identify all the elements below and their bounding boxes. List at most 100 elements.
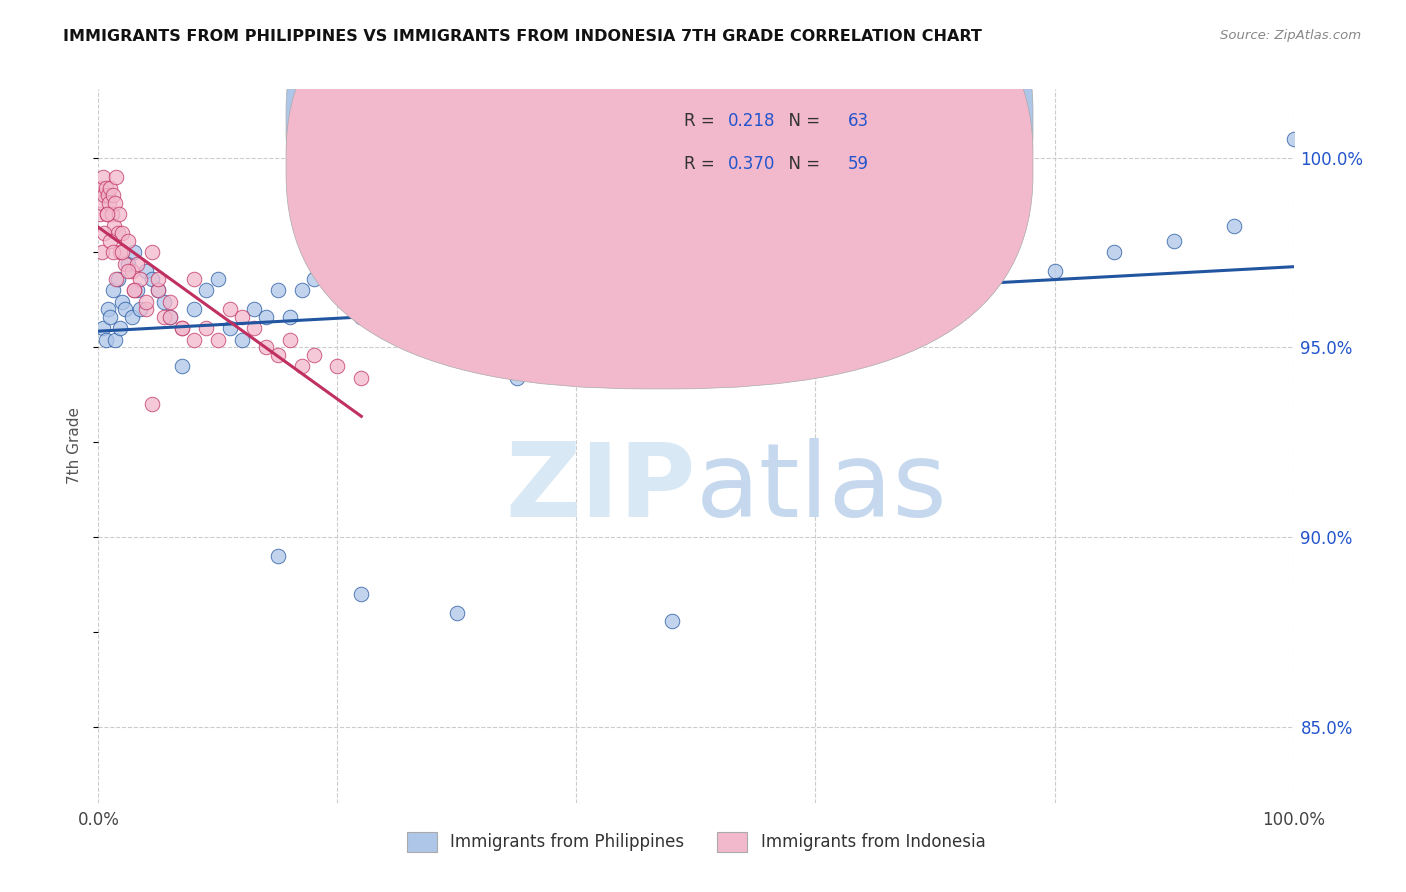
Point	[111, 227, 134, 241]
Point	[159, 310, 181, 324]
Point	[91, 169, 114, 184]
Point	[121, 310, 143, 324]
Point	[207, 333, 229, 347]
Point	[141, 397, 163, 411]
Point	[125, 284, 148, 298]
Point	[104, 196, 127, 211]
Point	[243, 302, 266, 317]
FancyBboxPatch shape	[627, 89, 962, 196]
Point	[267, 348, 290, 362]
Point	[108, 245, 131, 260]
Point	[94, 333, 117, 347]
Point	[1282, 131, 1305, 145]
Point	[661, 614, 683, 628]
Point	[1043, 264, 1066, 278]
Point	[101, 245, 124, 260]
Text: IMMIGRANTS FROM PHILIPPINES VS IMMIGRANTS FROM INDONESIA 7TH GRADE CORRELATION C: IMMIGRANTS FROM PHILIPPINES VS IMMIGRANT…	[63, 29, 983, 44]
Y-axis label: 7th Grade: 7th Grade	[67, 408, 83, 484]
Point	[984, 245, 1007, 260]
Point	[105, 169, 128, 184]
Point	[565, 310, 588, 324]
Point	[124, 245, 146, 260]
Point	[100, 207, 122, 221]
Point	[661, 310, 683, 324]
Point	[107, 272, 129, 286]
Point	[506, 370, 529, 384]
Point	[326, 359, 349, 374]
Point	[114, 302, 136, 317]
Point	[254, 340, 277, 354]
Point	[589, 272, 612, 286]
Point	[482, 284, 505, 298]
Point	[231, 310, 253, 324]
Point	[267, 549, 290, 563]
Point	[613, 321, 636, 335]
Point	[804, 264, 827, 278]
Text: R =: R =	[685, 155, 720, 173]
Point	[104, 333, 127, 347]
Point	[135, 264, 157, 278]
Point	[98, 234, 122, 248]
Point	[97, 188, 120, 202]
Point	[141, 245, 163, 260]
Point	[326, 264, 349, 278]
Point	[243, 321, 266, 335]
Point	[350, 310, 373, 324]
Text: 0.218: 0.218	[728, 112, 776, 130]
Point	[1223, 219, 1246, 233]
Point	[91, 196, 114, 211]
Point	[637, 284, 659, 298]
Point	[98, 181, 122, 195]
Point	[141, 272, 163, 286]
Point	[111, 245, 134, 260]
Point	[1163, 234, 1185, 248]
Point	[148, 284, 170, 298]
Point	[159, 294, 181, 309]
Point	[302, 348, 325, 362]
Text: 0.370: 0.370	[728, 155, 776, 173]
Point	[93, 188, 115, 202]
Text: N =: N =	[779, 112, 825, 130]
Point	[124, 284, 146, 298]
Point	[98, 196, 121, 211]
Point	[195, 284, 218, 298]
Point	[117, 234, 139, 248]
Point	[172, 359, 194, 374]
Point	[108, 321, 131, 335]
Text: 59: 59	[848, 155, 869, 173]
Point	[135, 294, 157, 309]
FancyBboxPatch shape	[285, 0, 1033, 346]
Point	[129, 272, 152, 286]
FancyBboxPatch shape	[285, 0, 1033, 389]
Point	[117, 264, 139, 278]
Point	[865, 257, 887, 271]
Point	[1104, 245, 1126, 260]
Point	[90, 181, 112, 195]
Point	[117, 257, 139, 271]
Point	[89, 207, 111, 221]
Point	[183, 302, 205, 317]
Point	[446, 606, 468, 620]
Text: R =: R =	[685, 112, 720, 130]
Point	[254, 310, 277, 324]
Point	[148, 272, 170, 286]
Point	[530, 340, 553, 354]
Point	[231, 333, 253, 347]
Point	[91, 245, 114, 260]
Point	[124, 284, 146, 298]
Point	[195, 321, 218, 335]
Point	[101, 284, 124, 298]
Legend: Immigrants from Philippines, Immigrants from Indonesia: Immigrants from Philippines, Immigrants …	[399, 825, 993, 859]
Point	[114, 257, 136, 271]
Point	[97, 302, 120, 317]
Point	[153, 310, 176, 324]
Point	[121, 264, 143, 278]
Text: 63: 63	[848, 112, 869, 130]
Point	[111, 294, 134, 309]
Point	[278, 333, 301, 347]
Point	[107, 227, 129, 241]
Text: Source: ZipAtlas.com: Source: ZipAtlas.com	[1220, 29, 1361, 42]
Point	[129, 302, 152, 317]
Point	[183, 272, 205, 286]
Point	[94, 181, 117, 195]
